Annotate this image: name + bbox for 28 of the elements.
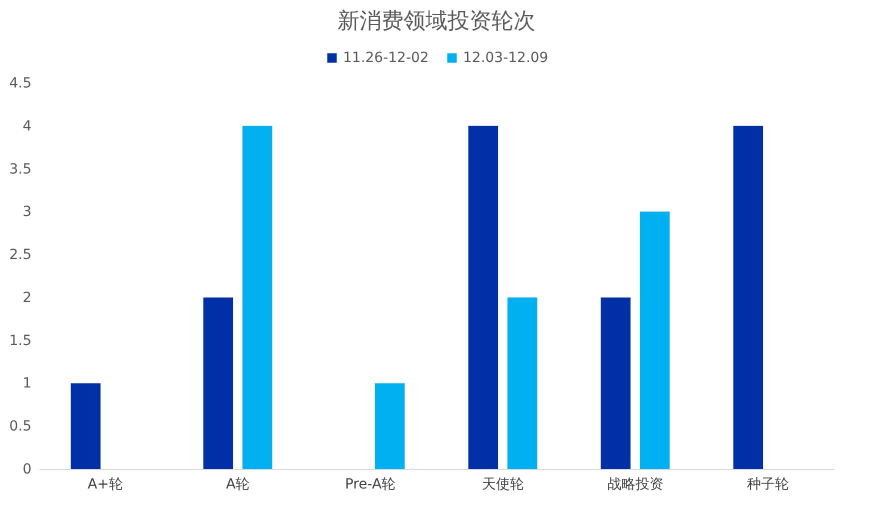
x-tick-label: 战略投资: [607, 476, 664, 492]
bar: [640, 212, 670, 469]
y-tick-label: 2: [22, 290, 32, 306]
chart-title: 新消费领域投资轮次: [338, 9, 536, 34]
y-tick-label: 0.5: [9, 418, 32, 435]
x-tick-label: A+轮: [88, 476, 123, 492]
x-tick-label: Pre-A轮: [344, 476, 396, 492]
bar: [733, 126, 764, 469]
y-tick-label: 3.5: [9, 161, 32, 178]
x-tick-label: A轮: [226, 476, 250, 492]
x-tick-label: 种子轮: [746, 476, 789, 492]
bar: [203, 297, 234, 469]
y-tick-label: 3: [22, 204, 32, 220]
bar: [374, 383, 405, 469]
bar: [507, 297, 538, 469]
legend-label: 11.26-12-02: [343, 50, 429, 66]
bar: [468, 126, 498, 469]
x-tick-label: 天使轮: [482, 476, 524, 492]
bar: [70, 383, 101, 469]
legend-label: 12.03-12.09: [463, 50, 548, 66]
bar: [242, 126, 272, 469]
y-tick-label: 2.5: [9, 247, 32, 264]
y-tick-label: 1.5: [9, 332, 32, 349]
y-tick-label: 4.5: [9, 76, 32, 92]
y-tick-label: 1: [22, 376, 32, 392]
y-tick-label: 0: [22, 462, 32, 478]
bar: [600, 297, 631, 469]
y-tick-label: 4: [22, 118, 32, 134]
